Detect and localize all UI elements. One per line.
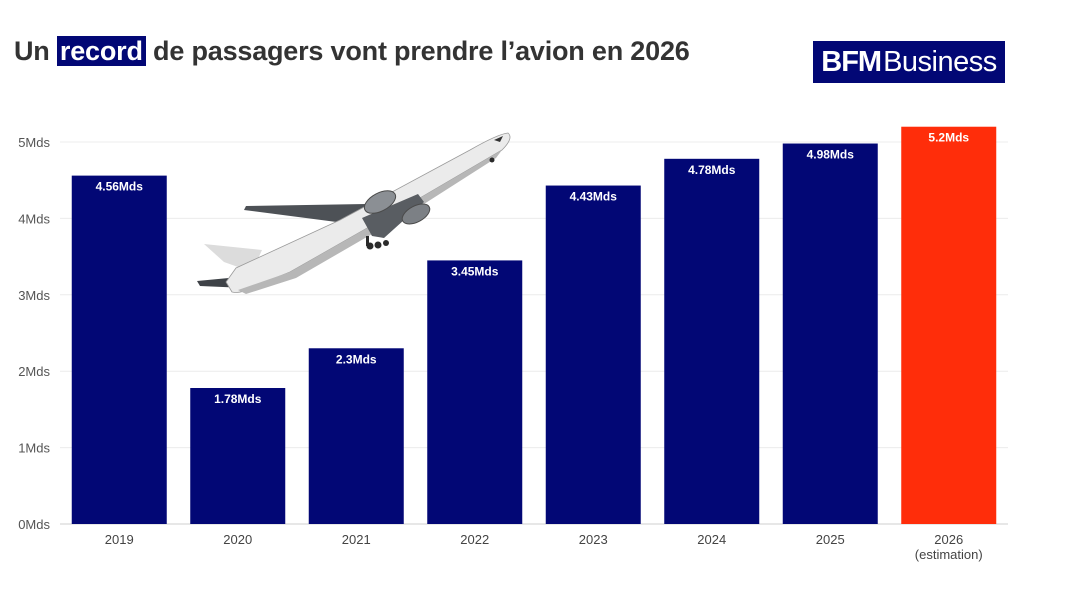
y-axis-ticks: 0Mds 1Mds 2Mds 3Mds 4Mds 5Mds: [18, 135, 50, 532]
bar-2020: [190, 388, 286, 524]
title-post: de passagers vont prendre l’avion en 202…: [145, 36, 690, 66]
y-tick-label: 1Mds: [18, 441, 50, 456]
chart-title: Un record de passagers vont prendre l’av…: [14, 36, 690, 67]
x-tick-label-2021: 2021: [342, 532, 371, 547]
x-tick-label-2019: 2019: [105, 532, 134, 547]
logo-bfm: BFM: [821, 45, 882, 78]
bars: [71, 126, 997, 525]
y-tick-label: 0Mds: [18, 517, 50, 532]
logo-business: Business: [883, 45, 997, 78]
data-label-2023: 4.43Mds: [570, 190, 618, 204]
title-highlight: record: [56, 36, 146, 66]
data-labels: 4.56Mds 1.78Mds 2.3Mds 3.45Mds 4.43Mds 4.78Md…: [96, 131, 970, 406]
x-axis-ticks: 2019 2020 2021 2022 2023 2024 2025 2026(estimat…: [105, 532, 983, 562]
x-tick-label-2026: 2026: [934, 532, 963, 547]
bar-2024: [664, 158, 760, 525]
bfm-business-logo: BFM Business: [813, 41, 1005, 83]
data-label-2020: 1.78Mds: [214, 392, 262, 406]
data-label-2019: 4.56Mds: [96, 180, 144, 194]
airplane-image: [197, 132, 511, 294]
bar-2026: [901, 126, 997, 524]
data-label-2026: 5.2Mds: [928, 131, 969, 145]
y-tick-label: 4Mds: [18, 211, 50, 226]
bar-2025: [782, 143, 878, 524]
y-tick-label: 5Mds: [18, 135, 50, 150]
bar-2023: [545, 185, 641, 524]
x-tick-label-2020: 2020: [223, 532, 252, 547]
data-label-2022: 3.45Mds: [451, 264, 499, 278]
bar-2021: [308, 348, 404, 524]
x-tick-label-2023: 2023: [579, 532, 608, 547]
data-label-2025: 4.98Mds: [807, 148, 855, 162]
data-label-2021: 2.3Mds: [336, 352, 377, 366]
x-tick-label-2025: 2025: [816, 532, 845, 547]
x-tick-sublabel-2026: (estimation): [915, 547, 983, 562]
title-pre: Un: [14, 36, 57, 66]
bar-2019: [71, 175, 167, 524]
x-tick-label-2022: 2022: [460, 532, 489, 547]
bar-2022: [427, 260, 523, 524]
data-label-2024: 4.78Mds: [688, 163, 736, 177]
y-tick-label: 2Mds: [18, 364, 50, 379]
x-tick-label-2024: 2024: [697, 532, 726, 547]
y-tick-label: 3Mds: [18, 288, 50, 303]
